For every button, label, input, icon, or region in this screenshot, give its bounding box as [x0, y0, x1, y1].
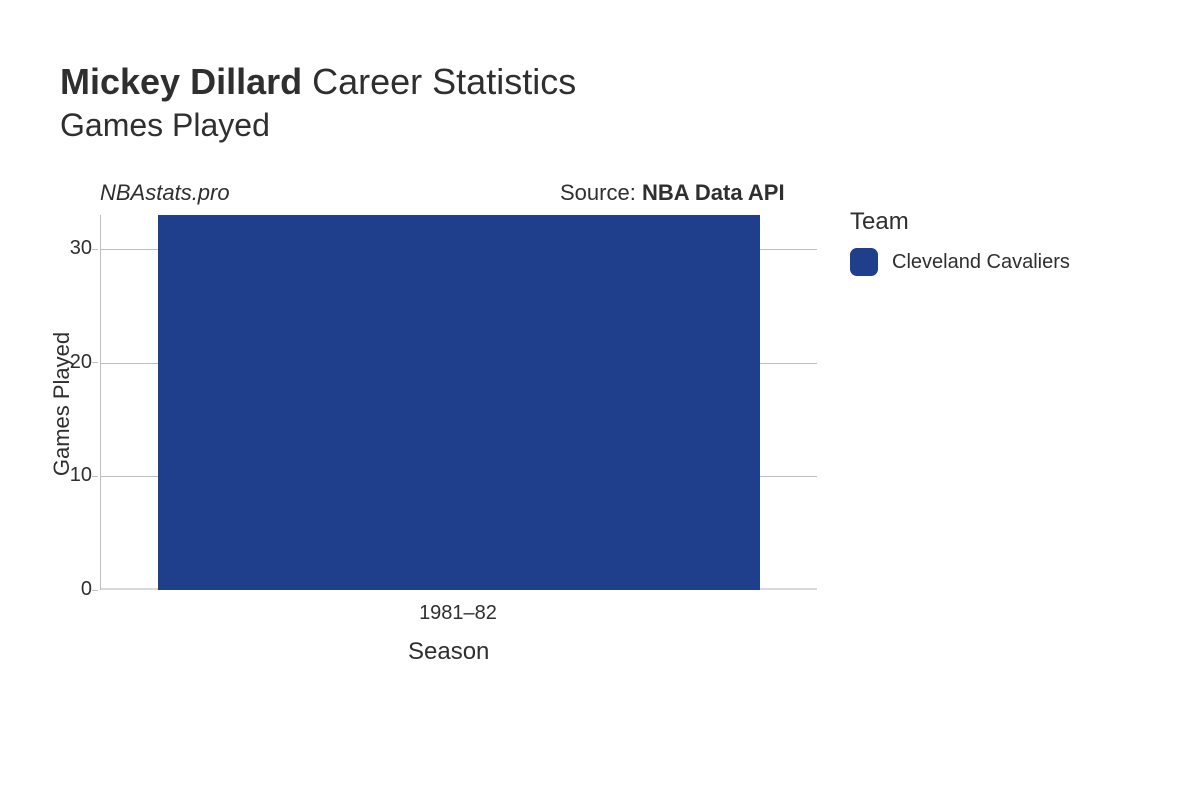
y-tick-label: 0 — [52, 578, 92, 601]
plot-area — [100, 215, 816, 590]
legend-swatch — [850, 248, 878, 276]
x-axis-label: Season — [408, 638, 489, 666]
y-tick-label: 10 — [52, 464, 92, 487]
chart-subtitle: Games Played — [60, 107, 576, 144]
legend-item: Cleveland Cavaliers — [850, 248, 1070, 276]
source-attribution: Source: NBA Data API — [560, 180, 785, 206]
chart-root: Mickey Dillard Career Statistics Games P… — [0, 0, 1200, 800]
title-suffix: Career Statistics — [312, 61, 576, 102]
y-tick-label: 20 — [52, 351, 92, 374]
source-label: Source: — [560, 180, 642, 205]
source-value: NBA Data API — [642, 180, 785, 205]
title-player-name: Mickey Dillard — [60, 61, 302, 102]
legend-item-label: Cleveland Cavaliers — [892, 251, 1070, 274]
title-block: Mickey Dillard Career Statistics Games P… — [60, 60, 576, 144]
legend: Team Cleveland Cavaliers — [850, 208, 1070, 276]
y-tick-label: 30 — [52, 237, 92, 260]
legend-title: Team — [850, 208, 1070, 236]
bar — [158, 215, 759, 590]
watermark-text: NBAstats.pro — [100, 180, 230, 206]
chart-title: Mickey Dillard Career Statistics — [60, 60, 576, 103]
x-tick-label: 1981–82 — [378, 602, 538, 625]
